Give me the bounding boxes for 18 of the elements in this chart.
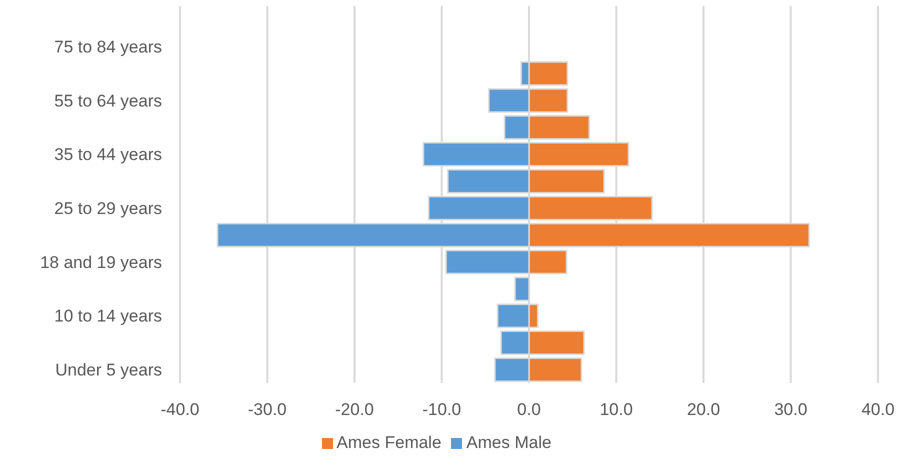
y-tick-label: 25 to 29 years — [54, 199, 162, 218]
y-tick-label: 18 and 19 years — [40, 252, 162, 272]
x-tick-label: 10.0 — [600, 400, 633, 420]
y-tick-label: 10 to 14 years — [54, 306, 162, 326]
y-tick-label: 55 to 64 years — [54, 91, 162, 110]
x-tick-label: 20.0 — [686, 400, 720, 420]
x-tick-label: -10.0 — [422, 400, 462, 420]
x-tick-label: -40.0 — [160, 400, 200, 420]
y-tick-label: 35 to 44 years — [54, 145, 162, 164]
y-tick-label: 75 to 84 years — [54, 37, 162, 56]
x-tick-label: 30.0 — [774, 400, 808, 420]
legend-label: Ames Male — [466, 433, 552, 452]
x-tick-label: -30.0 — [248, 400, 287, 420]
legend-label: Ames Female — [336, 433, 442, 452]
x-tick-label: 40.0 — [861, 400, 895, 420]
x-tick-label: 0.0 — [517, 400, 541, 420]
x-tick-label: -20.0 — [335, 400, 374, 420]
y-tick-label: Under 5 years — [55, 360, 162, 380]
